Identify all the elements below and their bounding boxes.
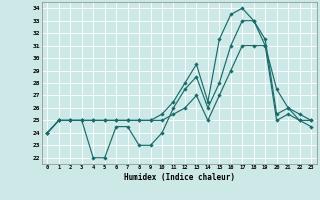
X-axis label: Humidex (Indice chaleur): Humidex (Indice chaleur): [124, 173, 235, 182]
